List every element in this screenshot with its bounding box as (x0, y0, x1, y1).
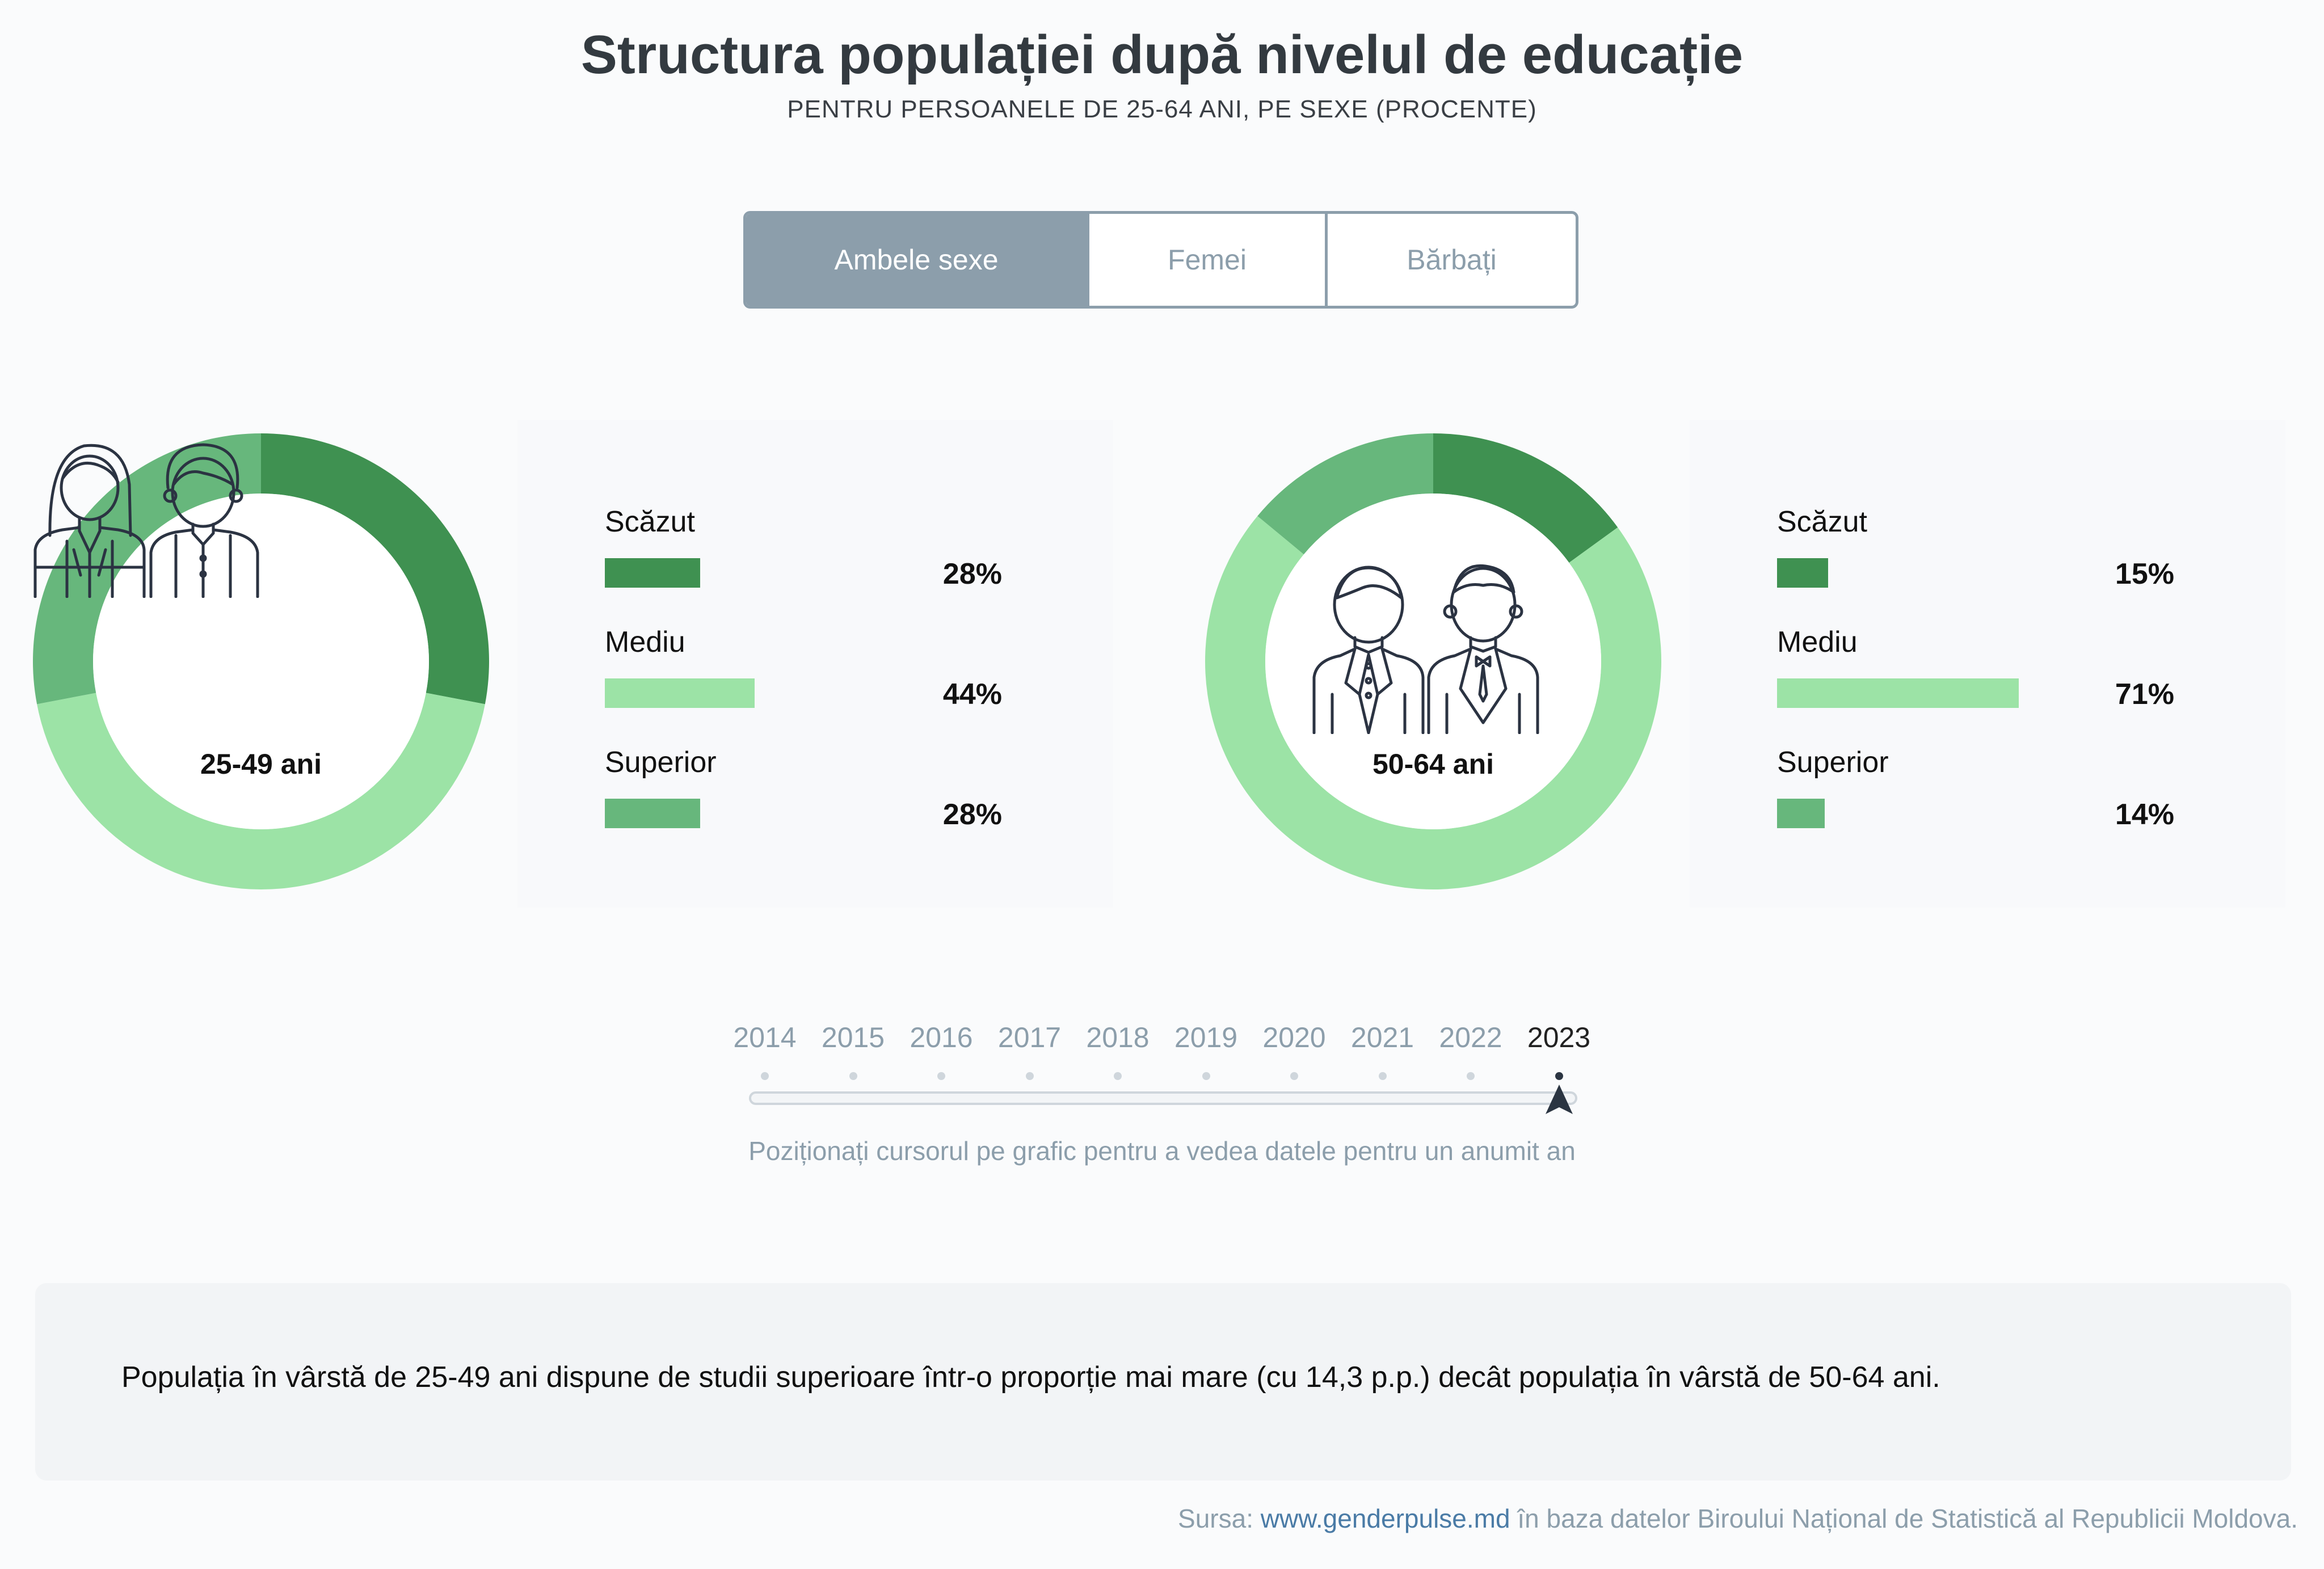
donut-slice-scăzut[interactable] (261, 433, 489, 705)
timeline-dot[interactable] (849, 1072, 857, 1080)
timeline-dot[interactable] (1290, 1072, 1298, 1080)
donut-chart-25-49[interactable]: 25-49 ani (33, 433, 489, 889)
legend-label: Superior (605, 746, 717, 779)
timeline-cursor-icon[interactable] (1542, 1082, 1576, 1116)
legend-label: Mediu (1777, 626, 1858, 659)
legend-row-superior[interactable]: Superior 28% (605, 745, 1087, 836)
legend-bar (605, 558, 700, 588)
donut-slice-superior[interactable] (1257, 433, 1433, 555)
timeline-dot[interactable] (1555, 1072, 1563, 1080)
legend-value: 14% (2115, 798, 2174, 831)
legend-label: Mediu (605, 626, 685, 659)
woman-and-man-icon (33, 443, 259, 598)
donut-slice-mediu[interactable] (1205, 516, 1661, 889)
donut-label: 25-49 ani (200, 748, 322, 780)
donut-hole (1265, 494, 1601, 829)
timeline-year-2018[interactable]: 2018 (1086, 1022, 1150, 1053)
timeline-year-2021[interactable]: 2021 (1350, 1022, 1414, 1053)
timeline-year-2017[interactable]: 2017 (997, 1022, 1062, 1053)
legend-bar (1777, 799, 1825, 828)
toggle-both-sexes[interactable]: Ambele sexe (746, 214, 1087, 306)
page-title: Structura populației după nivelul de edu… (580, 24, 1744, 85)
legend-label: Scăzut (1777, 505, 1867, 538)
legend-panel-50-64: Scăzut 15% Mediu 71% Superior 14% (1690, 420, 2285, 908)
donut-chart-50-64[interactable]: 50-64 ani (1205, 433, 1661, 889)
year-timeline[interactable]: 2014 2015 2016 2017 2018 2019 2020 2021 2022 2023 (732, 1021, 1606, 1123)
timeline-dot[interactable] (1467, 1072, 1475, 1080)
timeline-year-2020[interactable]: 2020 (1262, 1022, 1326, 1053)
legend-row-superior[interactable]: Superior 14% (1777, 745, 2259, 836)
legend-row-mediu[interactable]: Mediu 71% (1777, 625, 2259, 716)
timeline-year-2023[interactable]: 2023 (1527, 1022, 1591, 1053)
two-men-in-suits-icon (1312, 564, 1539, 734)
legend-panel-25-49: Scăzut 28% Mediu 44% Superior 28% (517, 420, 1113, 908)
legend-bar (605, 799, 700, 828)
legend-bar (1777, 678, 2019, 708)
legend-label: Superior (1777, 746, 1889, 779)
timeline-year-2022[interactable]: 2022 (1439, 1022, 1502, 1053)
toggle-women[interactable]: Femei (1087, 214, 1325, 306)
timeline-year-2015[interactable]: 2015 (821, 1022, 885, 1053)
timeline-year-2019[interactable]: 2019 (1174, 1022, 1238, 1053)
timeline-dot[interactable] (937, 1072, 945, 1080)
legend-bar (1777, 558, 1828, 588)
timeline-dot[interactable] (761, 1072, 769, 1080)
timeline-dot[interactable] (1202, 1072, 1210, 1080)
legend-row-scazut[interactable]: Scăzut 15% (1777, 505, 2259, 596)
legend-label: Scăzut (605, 505, 695, 538)
legend-value: 71% (2115, 678, 2174, 711)
donut-slice-mediu[interactable] (37, 693, 485, 889)
source-link[interactable]: www.genderpulse.md (1260, 1504, 1510, 1533)
toggle-men[interactable]: Bărbați (1325, 214, 1576, 306)
timeline-dot[interactable] (1378, 1072, 1387, 1080)
page-subtitle: PENTRU PERSOANELE DE 25-64 ANI, PE SEXE … (787, 95, 1537, 123)
timeline-dot[interactable] (1114, 1072, 1122, 1080)
timeline-track[interactable] (749, 1091, 1577, 1105)
source-suffix: în baza datelor Biroului Național de Sta… (1510, 1504, 2298, 1533)
timeline-dot[interactable] (1025, 1072, 1034, 1080)
legend-row-scazut[interactable]: Scăzut 28% (605, 505, 1087, 596)
legend-value: 28% (942, 798, 1002, 831)
source-line: Sursa: www.genderpulse.md în baza datelo… (1178, 1503, 2298, 1534)
source-prefix: Sursa: (1178, 1504, 1261, 1533)
note-text: Populația în vârstă de 25-49 ani dispune… (121, 1361, 1940, 1394)
donut-slice-scăzut[interactable] (1433, 433, 1618, 563)
legend-bar (605, 678, 755, 708)
legend-row-mediu[interactable]: Mediu 44% (605, 625, 1087, 716)
sex-toggle: Ambele sexe Femei Bărbați (743, 211, 1578, 309)
legend-value: 44% (942, 678, 1002, 711)
legend-value: 28% (942, 558, 1002, 591)
timeline-year-2016[interactable]: 2016 (910, 1022, 973, 1053)
timeline-hint: Poziționați cursorul pe grafic pentru a … (748, 1136, 1576, 1166)
note-box: Populația în vârstă de 25-49 ani dispune… (35, 1283, 2291, 1481)
legend-value: 15% (2115, 558, 2174, 591)
donut-label: 50-64 ani (1372, 748, 1494, 780)
timeline-year-2014[interactable]: 2014 (733, 1022, 797, 1053)
donut-slice-superior[interactable] (33, 433, 261, 705)
